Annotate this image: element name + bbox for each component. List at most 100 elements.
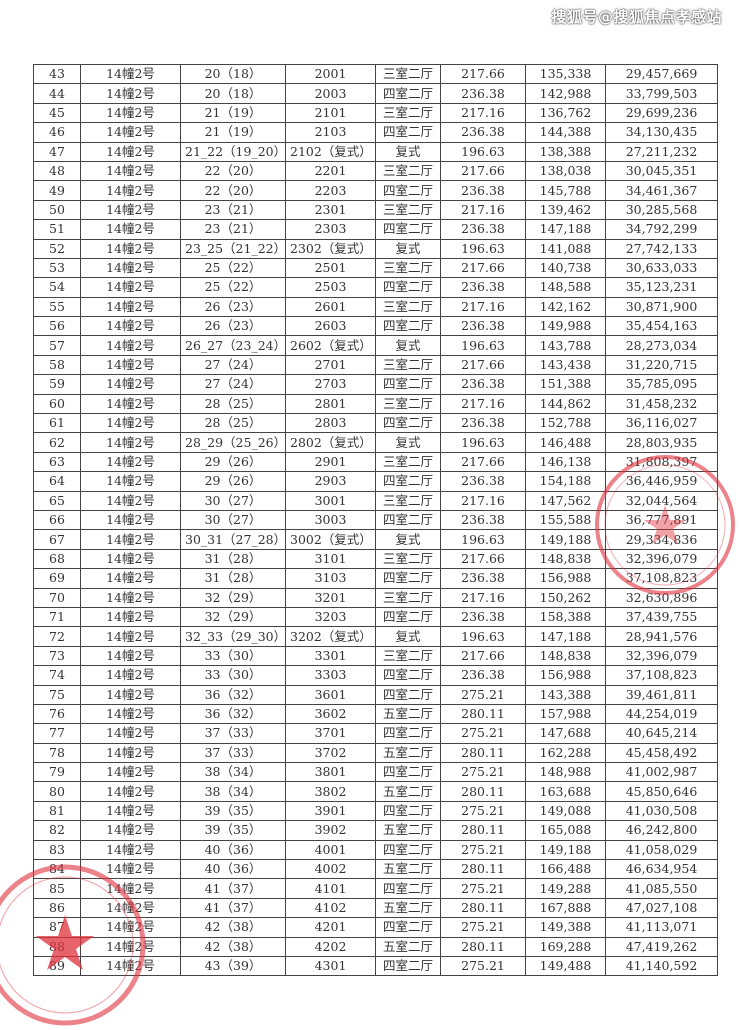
- total-price: 41,140,592: [605, 955, 718, 977]
- area: 236.38: [440, 509, 526, 531]
- row-number: 57: [33, 335, 81, 356]
- table-row: 56 14幢2号 26（23） 2603 四室二厅 236.38 149,988 35,454…: [33, 316, 718, 337]
- unit-price: 165,088: [525, 820, 606, 841]
- total-price: 41,002,987: [605, 762, 718, 783]
- building: 14幢2号: [80, 451, 181, 473]
- floor: 36（32）: [180, 684, 286, 705]
- row-number: 77: [33, 723, 81, 744]
- building: 14幢2号: [80, 374, 181, 395]
- area: 280.11: [440, 936, 526, 957]
- building: 14幢2号: [80, 859, 181, 880]
- row-number: 89: [33, 955, 81, 977]
- table-row: 47 14幢2号 21_22（19_20） 2102（复式） 复式 196.63 138,3…: [33, 141, 718, 162]
- floor: 25（22）: [180, 277, 286, 298]
- unit-price: 169,288: [525, 936, 606, 957]
- row-number: 74: [33, 665, 81, 686]
- row-number: 69: [33, 568, 81, 589]
- table-row: 84 14幢2号 40（36） 4002 五室二厅 280.11 166,488 46,634…: [33, 859, 718, 880]
- total-price: 33,799,503: [605, 83, 718, 104]
- room-number: 2001: [285, 63, 376, 85]
- table-row: 54 14幢2号 25（22） 2503 四室二厅 236.38 148,588 35,123…: [33, 277, 718, 298]
- building: 14幢2号: [80, 955, 181, 977]
- layout: 复式: [375, 238, 441, 259]
- floor: 37（33）: [180, 723, 286, 744]
- floor: 25（22）: [180, 257, 286, 279]
- row-number: 81: [33, 800, 81, 822]
- table-row: 53 14幢2号 25（22） 2501 三室二厅 217.66 140,738 30,633…: [33, 257, 718, 279]
- floor: 29（26）: [180, 451, 286, 473]
- table-row: 64 14幢2号 29（26） 2903 四室二厅 236.38 154,188 36,446…: [33, 471, 718, 492]
- layout: 四室二厅: [375, 839, 441, 861]
- layout: 四室二厅: [375, 471, 441, 492]
- room-number: 4102: [285, 897, 376, 919]
- area: 217.66: [440, 548, 526, 570]
- row-number: 82: [33, 820, 81, 841]
- unit-price: 167,888: [525, 897, 606, 919]
- row-number: 63: [33, 451, 81, 473]
- layout: 复式: [375, 529, 441, 550]
- unit-price: 150,262: [525, 587, 606, 608]
- layout: 四室二厅: [375, 800, 441, 822]
- room-number: 3202（复式）: [285, 626, 376, 647]
- row-number: 88: [33, 936, 81, 957]
- row-number: 54: [33, 277, 81, 298]
- total-price: 32,396,079: [605, 645, 718, 667]
- floor: 32（29）: [180, 587, 286, 608]
- area: 275.21: [440, 762, 526, 783]
- room-number: 2003: [285, 83, 376, 104]
- table-row: 79 14幢2号 38（34） 3801 四室二厅 275.21 148,988 41,002…: [33, 762, 718, 783]
- table-row: 82 14幢2号 39（35） 3902 五室二厅 280.11 165,088 46,242…: [33, 820, 718, 841]
- area: 236.38: [440, 180, 526, 201]
- row-number: 55: [33, 296, 81, 318]
- building: 14幢2号: [80, 548, 181, 570]
- area: 275.21: [440, 684, 526, 705]
- layout: 四室二厅: [375, 509, 441, 531]
- row-number: 83: [33, 839, 81, 861]
- floor: 20（18）: [180, 63, 286, 85]
- room-number: 3701: [285, 723, 376, 744]
- total-price: 46,242,800: [605, 820, 718, 841]
- floor: 26_27（23_24）: [180, 335, 286, 356]
- table-row: 57 14幢2号 26_27（23_24） 2602（复式） 复式 196.63 143,7…: [33, 335, 718, 356]
- table-row: 68 14幢2号 31（28） 3101 三室二厅 217.66 148,838 32,396…: [33, 548, 718, 570]
- layout: 四室二厅: [375, 723, 441, 744]
- room-number: 3801: [285, 762, 376, 783]
- area: 236.38: [440, 122, 526, 143]
- floor: 28（25）: [180, 413, 286, 434]
- table-row: 46 14幢2号 21（19） 2103 四室二厅 236.38 144,388 34,130…: [33, 122, 718, 143]
- floor: 38（34）: [180, 762, 286, 783]
- layout: 四室二厅: [375, 219, 441, 240]
- total-price: 44,254,019: [605, 703, 718, 725]
- total-price: 28,941,576: [605, 626, 718, 647]
- unit-price: 147,188: [525, 626, 606, 647]
- total-price: 46,634,954: [605, 859, 718, 880]
- layout: 五室二厅: [375, 742, 441, 764]
- unit-price: 148,988: [525, 762, 606, 783]
- layout: 四室二厅: [375, 878, 441, 899]
- floor: 42（38）: [180, 936, 286, 957]
- building: 14幢2号: [80, 335, 181, 356]
- total-price: 35,454,163: [605, 316, 718, 337]
- table-row: 88 14幢2号 42（38） 4202 五室二厅 280.11 169,288 47,419…: [33, 936, 718, 957]
- layout: 三室二厅: [375, 354, 441, 376]
- unit-price: 136,762: [525, 102, 606, 124]
- room-number: 2303: [285, 219, 376, 240]
- unit-price: 152,788: [525, 413, 606, 434]
- total-price: 27,211,232: [605, 141, 718, 162]
- unit-price: 156,988: [525, 665, 606, 686]
- table-row: 67 14幢2号 30_31（27_28） 3002（复式） 复式 196.63 149,1…: [33, 529, 718, 550]
- room-number: 2903: [285, 471, 376, 492]
- layout: 五室二厅: [375, 936, 441, 957]
- row-number: 66: [33, 509, 81, 531]
- total-price: 39,461,811: [605, 684, 718, 705]
- row-number: 72: [33, 626, 81, 647]
- row-number: 70: [33, 587, 81, 608]
- layout: 四室二厅: [375, 180, 441, 201]
- table-row: 75 14幢2号 36（32） 3601 四室二厅 275.21 143,388 39,461…: [33, 684, 718, 705]
- unit-price: 162,288: [525, 742, 606, 764]
- row-number: 85: [33, 878, 81, 899]
- building: 14幢2号: [80, 432, 181, 453]
- row-number: 87: [33, 917, 81, 938]
- row-number: 52: [33, 238, 81, 259]
- row-number: 60: [33, 393, 81, 415]
